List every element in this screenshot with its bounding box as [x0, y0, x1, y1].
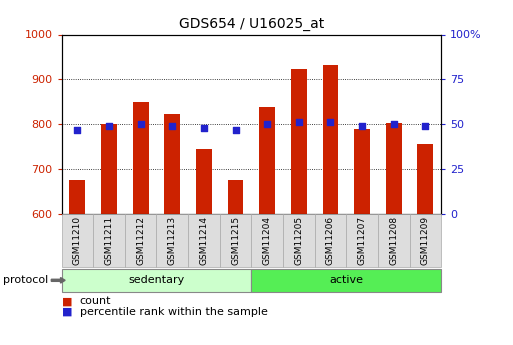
Text: sedentary: sedentary	[128, 275, 185, 285]
Text: GSM11204: GSM11204	[263, 216, 272, 265]
Bar	[133, 102, 149, 214]
Point	[358, 123, 366, 129]
Bar	[69, 180, 85, 214]
Bar	[196, 149, 212, 214]
Bar	[354, 129, 370, 214]
Bar	[418, 144, 433, 214]
Text: GSM11207: GSM11207	[358, 216, 367, 265]
Bar	[259, 107, 275, 214]
Point	[389, 121, 398, 127]
Text: GSM11215: GSM11215	[231, 216, 240, 265]
Text: ■: ■	[62, 307, 72, 316]
Text: GSM11211: GSM11211	[105, 216, 113, 265]
Point	[200, 125, 208, 130]
Text: GSM11210: GSM11210	[73, 216, 82, 265]
Text: GSM11212: GSM11212	[136, 216, 145, 265]
Point	[136, 121, 145, 127]
Bar	[386, 123, 402, 214]
Text: ■: ■	[62, 296, 72, 306]
Text: active: active	[329, 275, 363, 285]
Text: GSM11206: GSM11206	[326, 216, 335, 265]
Text: GSM11209: GSM11209	[421, 216, 430, 265]
Point	[73, 127, 82, 132]
Bar	[164, 114, 180, 214]
Text: percentile rank within the sample: percentile rank within the sample	[80, 307, 267, 316]
Point	[263, 121, 271, 127]
Bar	[323, 65, 339, 214]
Bar	[101, 124, 117, 214]
Point	[421, 123, 429, 129]
Point	[231, 127, 240, 132]
Text: count: count	[80, 296, 111, 306]
Point	[294, 120, 303, 125]
Text: GSM11214: GSM11214	[200, 216, 208, 265]
Text: protocol: protocol	[3, 275, 48, 285]
Bar	[291, 69, 307, 214]
Point	[168, 123, 176, 129]
Bar	[228, 180, 244, 214]
Point	[326, 120, 334, 125]
Text: GSM11205: GSM11205	[294, 216, 303, 265]
Point	[105, 123, 113, 129]
Text: GSM11213: GSM11213	[168, 216, 177, 265]
Text: GSM11208: GSM11208	[389, 216, 398, 265]
Title: GDS654 / U16025_at: GDS654 / U16025_at	[179, 17, 324, 31]
